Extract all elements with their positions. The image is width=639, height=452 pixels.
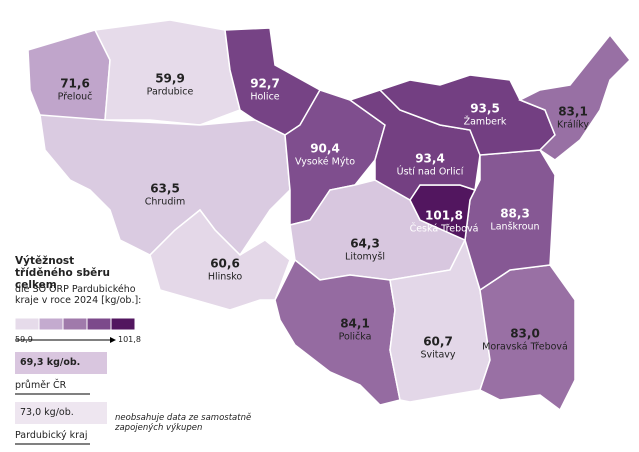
region-name: Moravská Třebová bbox=[482, 341, 568, 353]
region-name: Holice bbox=[250, 91, 280, 103]
note: neobsahuje data ze samostatně zapojených… bbox=[115, 413, 252, 433]
region bbox=[149, 208, 291, 311]
reference-name: Pardubický kraj bbox=[15, 430, 88, 441]
reference-name: průměr ČR bbox=[15, 380, 67, 391]
region-label: 83,0 Moravská Třebová bbox=[482, 327, 568, 354]
region-label: 60,6 Hlinsko bbox=[208, 257, 242, 284]
region-value: 60,6 bbox=[210, 256, 240, 271]
region-value: 101,8 bbox=[425, 208, 463, 223]
legend-min: 59,9 bbox=[15, 335, 33, 344]
region-name: Vysoké Mýto bbox=[294, 156, 356, 168]
region-value: 71,6 bbox=[60, 76, 90, 91]
reference-label: 73,0 kg/ob. bbox=[20, 407, 74, 418]
region-name: Litomyšl bbox=[345, 251, 385, 263]
region-name: Přelouč bbox=[57, 91, 93, 103]
legend-title: Výtěžnost tříděného sběru celkem bbox=[15, 255, 110, 291]
region-name: Chrudim bbox=[144, 196, 186, 208]
legend-swatch bbox=[38, 317, 64, 331]
region bbox=[389, 237, 491, 403]
region-name: Hlinsko bbox=[207, 271, 243, 283]
reference-box bbox=[15, 402, 107, 424]
region-label: 88,3 Lanškroun bbox=[490, 207, 539, 234]
legend-swatch bbox=[62, 317, 88, 331]
region-value: 83,1 bbox=[558, 104, 588, 119]
region bbox=[274, 258, 401, 406]
region-value: 84,1 bbox=[340, 316, 370, 331]
region bbox=[284, 89, 386, 226]
region-value: 90,4 bbox=[310, 141, 340, 156]
legend-swatch bbox=[110, 317, 136, 331]
region-value: 60,7 bbox=[423, 334, 453, 349]
region-name: Svitavy bbox=[420, 349, 456, 361]
legend-swatch bbox=[86, 317, 112, 331]
region-label: 60,7 Svitavy bbox=[420, 335, 455, 362]
region-label: 59,9 Pardubice bbox=[147, 72, 194, 99]
region bbox=[93, 19, 241, 126]
region-label: 92,7 Holice bbox=[250, 77, 280, 104]
reference-label: 69,3 kg/ob. bbox=[20, 357, 81, 368]
region-name: Pardubice bbox=[146, 86, 194, 98]
region-name: Lanškroun bbox=[490, 221, 540, 233]
region-label: 93,4 Ústí nad Orlicí bbox=[397, 152, 464, 179]
region-label: 63,5 Chrudim bbox=[145, 182, 186, 209]
region-name: Ústí nad Orlicí bbox=[396, 166, 464, 178]
region-label: 93,5 Žamberk bbox=[464, 102, 507, 129]
legend-max: 101,8 bbox=[118, 335, 141, 344]
region-value: 64,3 bbox=[350, 236, 380, 251]
region-value: 83,0 bbox=[510, 326, 540, 341]
region-value: 93,5 bbox=[470, 101, 500, 116]
region bbox=[518, 33, 632, 161]
region-name: Žamberk bbox=[463, 116, 507, 128]
region-name: Králíky bbox=[556, 119, 590, 131]
region-value: 88,3 bbox=[500, 206, 530, 221]
region-label: 90,4 Vysoké Mýto bbox=[295, 142, 355, 169]
reference-box bbox=[15, 352, 107, 374]
region-value: 93,4 bbox=[415, 151, 445, 166]
region-label: 83,1 Králíky bbox=[557, 105, 589, 132]
region-label: 101,8 Česká Třebová bbox=[410, 209, 479, 236]
region-name: Polička bbox=[338, 331, 372, 343]
region-value: 59,9 bbox=[155, 71, 185, 86]
region-label: 71,6 Přelouč bbox=[58, 77, 93, 104]
legend-arrowhead bbox=[110, 337, 116, 343]
region-label: 64,3 Litomyšl bbox=[345, 237, 385, 264]
legend-swatch bbox=[14, 317, 40, 331]
region-name: Česká Třebová bbox=[409, 223, 479, 235]
region-label: 84,1 Polička bbox=[339, 317, 372, 344]
region-value: 63,5 bbox=[150, 181, 180, 196]
region-value: 92,7 bbox=[250, 76, 280, 91]
legend-subtitle: dle SO ORP Pardubického kraje v roce 202… bbox=[15, 284, 142, 306]
